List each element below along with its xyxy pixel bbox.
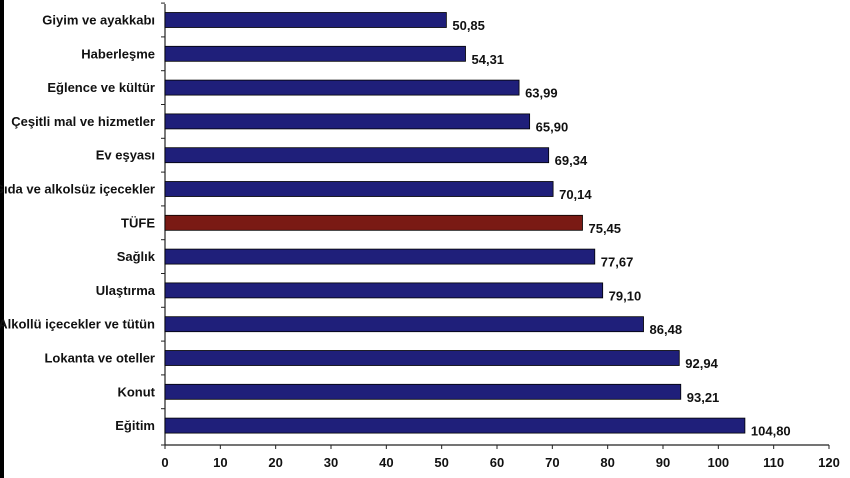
bar: [164, 383, 682, 400]
data-label: 63,99: [525, 86, 558, 101]
data-label: 50,85: [452, 18, 485, 33]
data-label: 65,90: [536, 119, 569, 134]
bar: [164, 79, 520, 96]
bar: [164, 248, 596, 265]
x-tick-label: 110: [763, 455, 784, 470]
x-tick-label: 70: [545, 455, 559, 470]
bar: [164, 147, 550, 164]
data-label: 77,67: [601, 255, 634, 270]
bar: [164, 417, 746, 434]
category-label: TÜFE: [121, 215, 155, 230]
data-label: 92,94: [685, 356, 718, 371]
data-label: 86,48: [650, 322, 683, 337]
category-label: Ev eşyası: [96, 148, 155, 163]
x-tick-label: 100: [707, 455, 729, 470]
bar: [164, 282, 604, 299]
bar: [164, 214, 583, 231]
category-label: Ulaştırma: [96, 283, 156, 298]
category-label: Eğlence ve kültür: [47, 80, 155, 95]
bar: [164, 113, 531, 130]
bar: [164, 350, 680, 366]
data-label: 93,21: [687, 390, 720, 405]
data-label: 75,45: [588, 221, 621, 236]
data-label: 79,10: [609, 288, 642, 303]
x-tick-label: 80: [600, 455, 614, 470]
category-label: Çeşitli mal ve hizmetler: [11, 114, 155, 129]
data-label: 54,31: [472, 52, 505, 67]
x-tick-label: 40: [379, 455, 393, 470]
category-label: Alkollü içecekler ve tütün: [0, 317, 155, 332]
bar: [164, 316, 644, 333]
x-tick-label: 10: [213, 455, 227, 470]
x-tick-label: 60: [490, 455, 504, 470]
x-tick-label: 30: [324, 455, 338, 470]
data-label: 70,14: [559, 187, 592, 202]
bar: [164, 181, 554, 197]
x-tick-label: 90: [656, 455, 670, 470]
data-label: 104,80: [751, 424, 791, 439]
category-label: Sağlık: [117, 249, 156, 264]
bar: [164, 12, 447, 28]
category-label: Gıda ve alkolsüz içecekler: [0, 182, 155, 197]
x-tick-label: 50: [434, 455, 448, 470]
x-tick-label: 0: [161, 455, 168, 470]
category-label: Giyim ve ayakkabı: [42, 13, 155, 28]
bar: [164, 45, 466, 62]
x-tick-label: 20: [268, 455, 282, 470]
data-label: 69,34: [555, 153, 588, 168]
category-label: Konut: [117, 384, 155, 399]
category-label: Lokanta ve oteller: [44, 351, 155, 366]
category-label: Eğitim: [115, 418, 155, 433]
category-label: Haberleşme: [81, 46, 155, 61]
x-tick-label: 120: [818, 455, 840, 470]
